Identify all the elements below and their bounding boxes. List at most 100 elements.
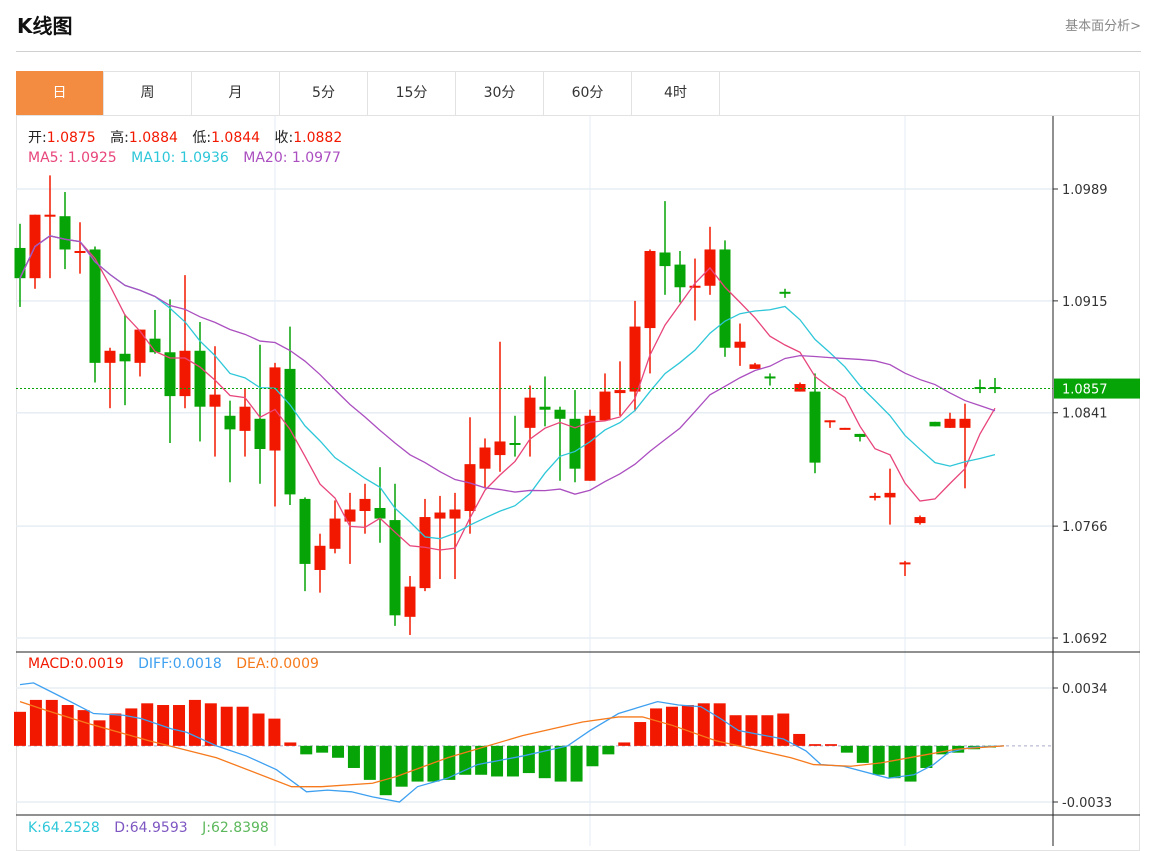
candle-body	[449, 509, 461, 519]
candle	[419, 498, 431, 592]
candle-body	[209, 394, 221, 407]
macd-bar	[761, 715, 774, 746]
price-tick-label: 1.0989	[1062, 183, 1108, 198]
tab-60min[interactable]: 60分	[544, 71, 632, 115]
macd-bar	[379, 745, 392, 796]
macd-bar	[650, 708, 663, 746]
tab-month[interactable]: 月	[192, 71, 280, 115]
macd-tick-label: -0.0033	[1062, 796, 1112, 811]
candle	[269, 362, 281, 507]
candle	[959, 403, 971, 489]
macd-bar	[125, 708, 138, 746]
candle-body	[929, 421, 941, 427]
candle	[164, 299, 176, 443]
candle	[134, 329, 146, 377]
j-value: J:62.8398	[202, 820, 269, 836]
macd-bar	[93, 720, 106, 746]
candle-body	[734, 341, 746, 348]
candle-body	[59, 216, 71, 250]
candle-body	[749, 364, 761, 369]
candle-body	[404, 586, 416, 617]
candle	[674, 250, 686, 303]
candle	[749, 362, 761, 369]
candle	[599, 373, 611, 421]
tab-5min[interactable]: 5分	[280, 71, 368, 115]
candle-body	[854, 433, 866, 437]
candle	[734, 323, 746, 366]
price-tick-label: 1.0692	[1062, 632, 1108, 647]
macd-bar	[77, 710, 90, 746]
candle	[194, 322, 206, 442]
candle	[629, 300, 641, 412]
candle	[449, 492, 461, 580]
candle-body	[254, 418, 266, 450]
candle	[689, 258, 701, 321]
macd-bar	[284, 742, 297, 746]
candle-body	[584, 415, 596, 481]
kdj-legend: K:64.2528 D:64.9593 J:62.8398	[28, 820, 279, 836]
candle	[929, 421, 941, 427]
page-title: K线图	[17, 14, 73, 38]
macd-bar	[809, 744, 822, 746]
candle-body	[539, 406, 551, 410]
candle	[224, 400, 236, 483]
macd-bar	[236, 706, 249, 746]
candle-body	[494, 441, 506, 456]
candle	[569, 390, 581, 483]
candle	[389, 483, 401, 626]
ma-legend: MA5: 1.0925 MA10: 1.0936 MA20: 1.0977	[28, 150, 351, 166]
candle-body	[44, 214, 56, 217]
macd-bar	[745, 715, 758, 746]
candle-body	[329, 518, 341, 549]
ma5-line	[19, 235, 996, 551]
candle-body	[119, 353, 131, 362]
candle	[314, 533, 326, 593]
candle-body	[374, 507, 386, 519]
tab-day[interactable]: 日	[16, 71, 104, 115]
candle-body	[674, 264, 686, 288]
macd-bar	[793, 733, 806, 746]
tab-15min[interactable]: 15分	[368, 71, 456, 115]
candle	[44, 175, 56, 279]
candle-body	[869, 495, 881, 498]
macd-bar	[713, 703, 726, 746]
tab-4h[interactable]: 4时	[632, 71, 720, 115]
candle	[704, 226, 716, 295]
candle	[464, 417, 476, 534]
candle-body	[164, 352, 176, 397]
tab-week[interactable]: 周	[104, 71, 192, 115]
macd-bar	[347, 745, 360, 768]
candle	[989, 377, 1001, 394]
candle	[509, 415, 521, 457]
macd-bar	[45, 699, 58, 746]
candle	[794, 382, 806, 392]
candle-body	[479, 447, 491, 469]
candle-body	[419, 517, 431, 589]
macd-bar	[602, 745, 615, 755]
candle	[494, 341, 506, 472]
candle-body	[524, 397, 536, 428]
fundamental-analysis-link[interactable]: 基本面分析>	[1065, 19, 1141, 34]
current-price-label: 1.0857	[1062, 383, 1108, 398]
candle	[284, 326, 296, 505]
candle	[719, 240, 731, 357]
candle	[584, 409, 596, 481]
ma5-value: MA5: 1.0925	[28, 150, 117, 166]
candle	[479, 438, 491, 489]
tab-30min[interactable]: 30分	[456, 71, 544, 115]
candle-body	[794, 384, 806, 392]
high-label: 高:	[110, 130, 129, 146]
macd-bar	[411, 745, 424, 782]
macd-bar	[188, 699, 201, 746]
candle	[659, 201, 671, 295]
candle-body	[599, 391, 611, 421]
candle-body	[914, 517, 926, 524]
macd-bar	[268, 718, 281, 746]
candle	[29, 214, 41, 289]
candle-body	[974, 387, 986, 390]
candle-body	[809, 391, 821, 463]
macd-bar	[61, 705, 74, 746]
k-value: K:64.2528	[28, 820, 100, 836]
candle	[899, 560, 911, 577]
